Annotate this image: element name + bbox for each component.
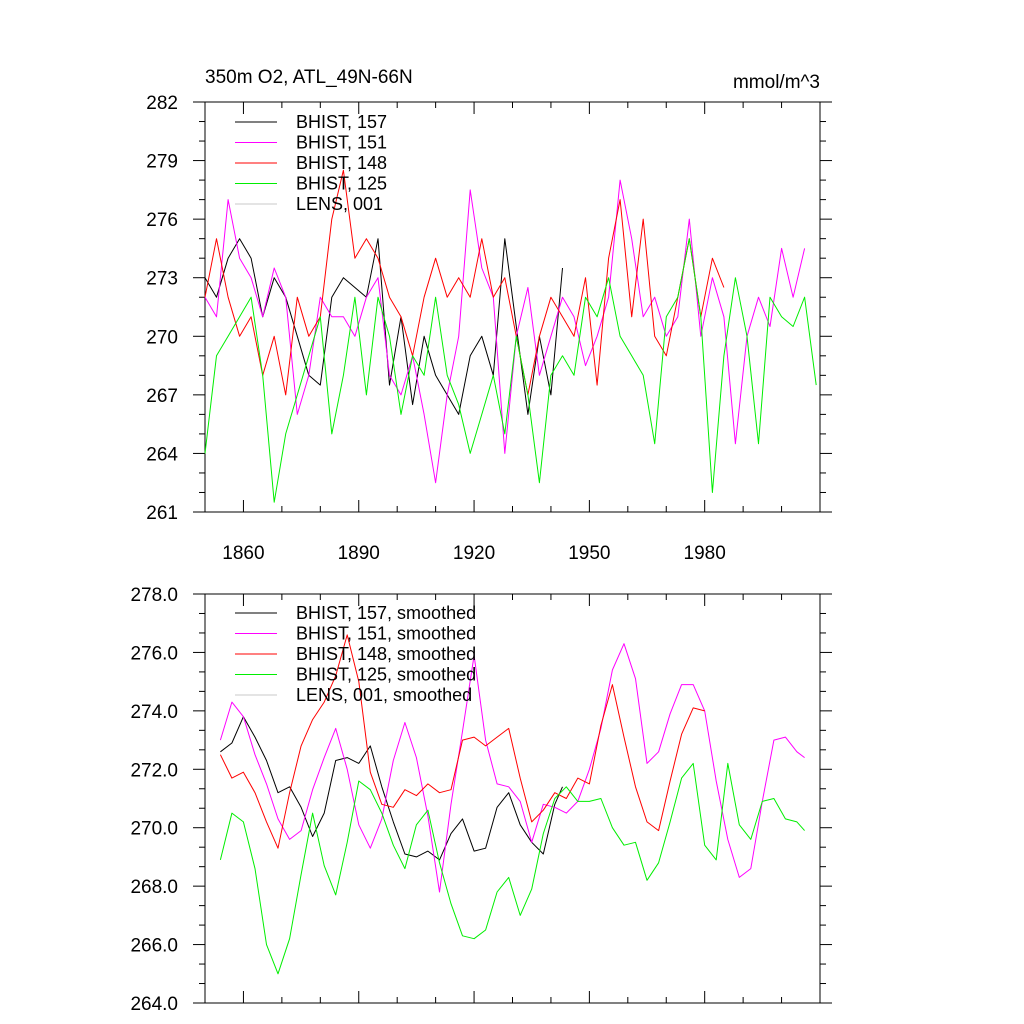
y-tick-label: 261 <box>146 503 178 524</box>
legend-label: BHIST, 157, smoothed <box>296 603 476 623</box>
y-tick-label: 273 <box>146 269 178 290</box>
legend-label: LENS, 001 <box>296 194 383 214</box>
legend-label: BHIST, 148 <box>296 153 387 173</box>
x-tick-label: 1980 <box>684 543 726 564</box>
y-tick-label: 270 <box>146 327 178 348</box>
series-line <box>204 169 725 396</box>
y-tick-label: 272.0 <box>130 760 178 781</box>
y-tick-label: 266.0 <box>130 936 178 957</box>
legend-label: LENS, 001, smoothed <box>296 685 472 705</box>
y-tick-label: 278.0 <box>130 585 178 606</box>
panel-bottom: 264.0 266.0 268.0 270.0 272.0 274.0 276.0 278.0… <box>130 585 832 1015</box>
y-tick-label: 279 <box>146 152 178 173</box>
y-tick-label: 267 <box>146 386 178 407</box>
legend-label: BHIST, 125, smoothed <box>296 665 476 685</box>
y-tick-label: 276 <box>146 210 178 231</box>
series-line <box>219 634 705 849</box>
legend-label: BHIST, 151, smoothed <box>296 624 476 644</box>
legend-label: BHIST, 148, smoothed <box>296 644 476 664</box>
x-tick-label: 1920 <box>453 543 495 564</box>
legend-label: BHIST, 151 <box>296 133 387 153</box>
y-tick-label: 274.0 <box>130 702 178 723</box>
y-tick-label: 264 <box>146 444 178 465</box>
legend-label: BHIST, 125 <box>296 174 387 194</box>
y-tick-label: 270.0 <box>130 819 178 840</box>
y-tick-label: 282 <box>146 93 178 114</box>
series-line <box>219 762 805 975</box>
y-tick-label: 264.0 <box>130 994 178 1015</box>
y-tick-label: 276.0 <box>130 643 178 664</box>
x-tick-label: 1860 <box>222 543 264 564</box>
series-line <box>204 238 817 503</box>
series-line <box>204 179 806 484</box>
panel-top: 1860 1890 1920 1950 1980 261 264 267 270 273 276 27… <box>146 67 832 564</box>
units-label: mmol/m^3 <box>733 72 820 93</box>
legend-label: BHIST, 157 <box>296 112 387 132</box>
series-line <box>220 716 563 861</box>
series-line <box>219 643 805 893</box>
chart-title: 350m O2, ATL_49N-66N <box>205 67 413 88</box>
y-tick-label: 268.0 <box>130 877 178 898</box>
x-tick-label: 1890 <box>338 543 380 564</box>
x-tick-label: 1950 <box>568 543 610 564</box>
